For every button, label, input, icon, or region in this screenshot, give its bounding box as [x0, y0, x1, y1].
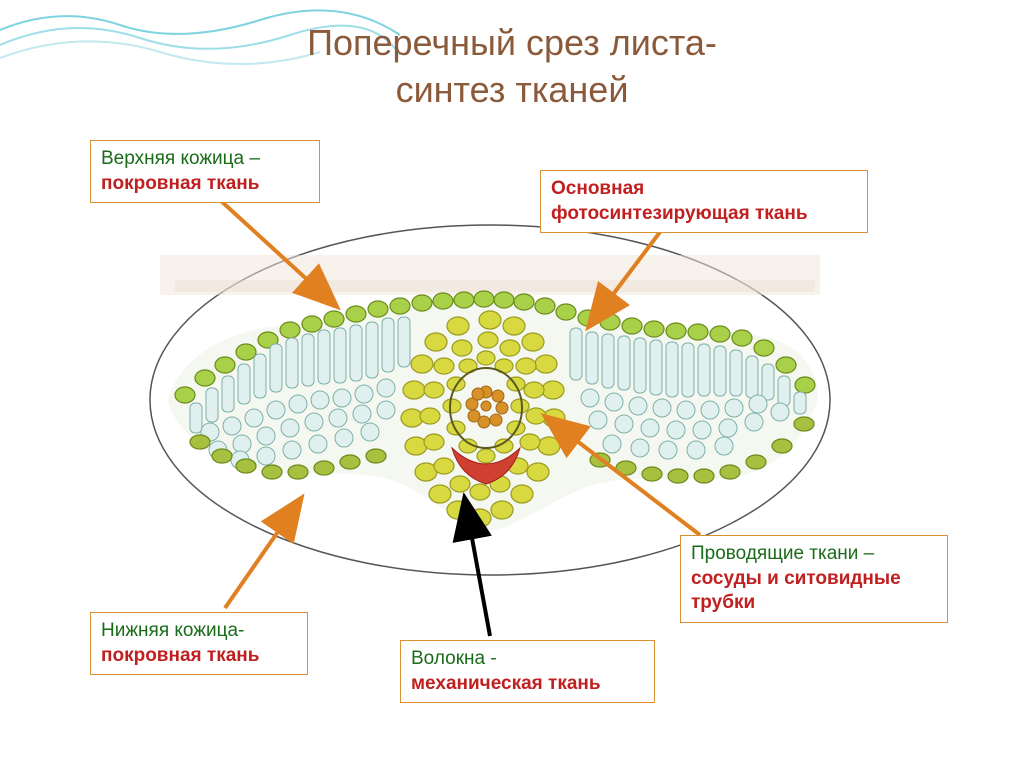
upper-epidermis: [175, 291, 815, 403]
diagram-border-ellipse: [150, 225, 830, 575]
label-lower-epidermis-line1: Нижняя кожица-: [101, 620, 244, 641]
palisade-mesophyll: [190, 317, 806, 433]
label-fibers-line2: механическая ткань: [411, 673, 601, 694]
vascular-bundle: [401, 311, 565, 527]
arrow-fibers: [465, 500, 490, 636]
bg-texture-2: [175, 280, 815, 292]
label-lower-epidermis: Нижняя кожица- покровная ткань: [90, 612, 308, 675]
arrow-photosynthetic: [590, 232, 660, 325]
title-line-2: синтез тканей: [396, 69, 629, 110]
slide-title: Поперечный срез листа- синтез тканей: [0, 20, 1024, 114]
label-upper-epidermis-line2: покровная ткань: [101, 173, 259, 194]
xylem-vessels: [466, 386, 508, 428]
spongy-mesophyll: [201, 379, 789, 469]
label-photosynthetic-line1: Основная: [551, 178, 644, 199]
arrow-upper-epidermis: [220, 200, 335, 305]
label-photosynthetic-line2: фотосинтезирующая ткань: [551, 203, 808, 224]
lower-epidermis: [190, 417, 814, 483]
title-line-1: Поперечный срез листа-: [307, 22, 717, 63]
label-vascular-line1: Проводящие ткани –: [691, 543, 874, 564]
arrow-lower-epidermis: [225, 500, 300, 608]
label-vascular-line2: сосуды и ситовидные: [691, 568, 901, 589]
label-vascular-line3: трубки: [691, 592, 755, 613]
label-upper-epidermis: Верхняя кожица – покровная ткань: [90, 140, 320, 203]
label-upper-epidermis-line1: Верхняя кожица –: [101, 148, 260, 169]
label-lower-epidermis-line2: покровная ткань: [101, 645, 259, 666]
bg-texture: [160, 255, 820, 295]
label-vascular: Проводящие ткани – сосуды и ситовидные т…: [680, 535, 948, 623]
phloem-region: [452, 448, 520, 484]
arrow-vascular: [547, 418, 700, 535]
leaf-body: [168, 291, 818, 530]
label-fibers: Волокна - механическая ткань: [400, 640, 655, 703]
label-fibers-line1: Волокна -: [411, 648, 497, 669]
label-photosynthetic: Основная фотосинтезирующая ткань: [540, 170, 868, 233]
bundle-inner-outline: [450, 368, 522, 448]
